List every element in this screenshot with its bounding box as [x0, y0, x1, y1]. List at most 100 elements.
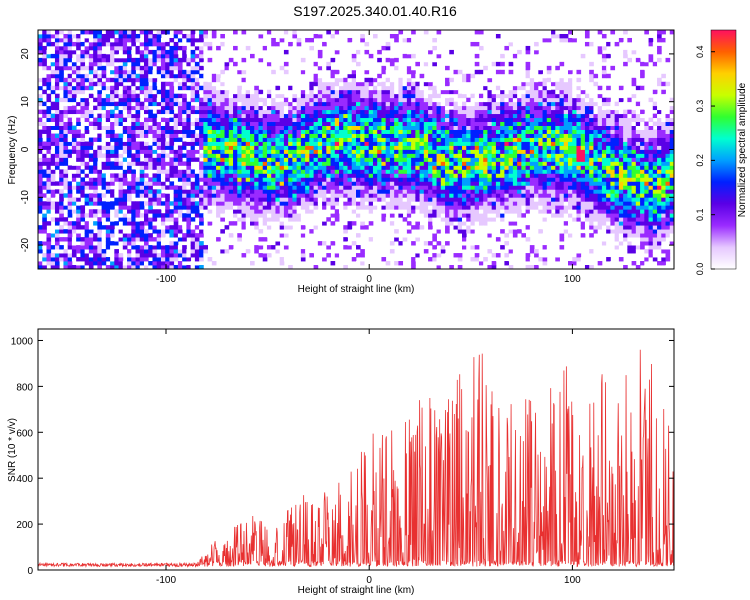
heatmap-cell: [144, 73, 149, 79]
heatmap-cell: [144, 241, 149, 246]
heatmap-cell: [101, 257, 107, 262]
heatmap-cell: [279, 209, 285, 214]
heatmap-cell: [63, 57, 69, 63]
heatmap-cell: [131, 37, 136, 43]
heatmap-cell: [254, 133, 259, 138]
heatmap-cell: [377, 177, 382, 182]
heatmap-cell: [419, 97, 425, 103]
heatmap-cell: [76, 117, 81, 123]
heatmap-cell: [462, 245, 467, 250]
heatmap-cell: [309, 85, 314, 91]
heatmap-cell: [110, 121, 115, 126]
heatmap-cell: [453, 101, 459, 107]
heatmap-cell: [228, 77, 234, 83]
heatmap-cell: [114, 93, 119, 99]
heatmap-cell: [131, 81, 136, 87]
heatmap-cell: [478, 81, 484, 87]
heatmap-cell: [228, 165, 234, 170]
heatmap-cell: [377, 117, 382, 123]
heatmap-cell: [283, 89, 289, 95]
heatmap-cell: [165, 97, 170, 103]
heatmap-cell: [80, 189, 86, 194]
heatmap-cell: [462, 213, 467, 218]
heatmap-cell: [364, 181, 370, 186]
heatmap-cell: [300, 125, 306, 130]
heatmap-cell: [275, 65, 281, 71]
heatmap-cell: [305, 145, 310, 150]
heatmap-cell: [266, 61, 272, 67]
heatmap-cell: [88, 45, 94, 51]
heatmap-cell: [110, 33, 115, 39]
heatmap-cell: [169, 185, 175, 190]
heatmap-cell: [258, 181, 264, 186]
heatmap-cell: [105, 237, 111, 242]
heatmap-cell: [169, 209, 175, 214]
heatmap-cell: [279, 233, 285, 238]
heatmap-cell: [423, 221, 429, 226]
heatmap-cell: [148, 65, 153, 71]
heatmap-cell: [423, 193, 429, 198]
heatmap-cell: [245, 185, 251, 190]
heatmap-cell: [245, 101, 251, 107]
heatmap-cell: [347, 189, 353, 194]
heatmap-cell: [478, 93, 484, 99]
heatmap-cell: [186, 109, 192, 115]
heatmap-cell: [88, 229, 94, 234]
heatmap-cell: [275, 85, 281, 91]
heatmap-cell: [122, 217, 128, 222]
heatmap-cell: [190, 113, 196, 119]
heatmap-cell: [423, 241, 429, 246]
heatmap-cell: [411, 45, 416, 51]
heatmap-cell: [118, 209, 124, 214]
heatmap-cell: [245, 197, 251, 202]
heatmap-cell: [148, 189, 153, 194]
heatmap-cell: [237, 133, 242, 138]
heatmap-cell: [84, 37, 90, 43]
heatmap-cell: [398, 93, 404, 99]
heatmap-cell: [233, 149, 238, 154]
heatmap-cell: [483, 181, 488, 186]
heatmap-cell: [245, 133, 251, 138]
heatmap-cell: [241, 161, 247, 166]
heatmap-cell: [296, 209, 302, 214]
heatmap-cell: [381, 169, 387, 174]
heatmap-cell: [186, 233, 192, 238]
heatmap-cell: [368, 53, 374, 59]
heatmap-cell: [71, 265, 77, 269]
heatmap-cell: [190, 245, 196, 250]
heatmap-cell: [169, 37, 175, 43]
heatmap-cell: [152, 37, 158, 43]
heatmap-cell: [394, 233, 399, 238]
heatmap-cell: [402, 93, 408, 99]
heatmap-cell: [194, 193, 200, 198]
heatmap-cell: [326, 185, 331, 190]
heatmap-cell: [385, 181, 391, 186]
heatmap-cell: [462, 165, 467, 170]
heatmap-cell: [466, 205, 471, 210]
heatmap-cell: [491, 97, 497, 103]
heatmap-cell: [216, 117, 221, 123]
heatmap-cell: [368, 181, 374, 186]
heatmap-cell: [347, 205, 353, 210]
heatmap-cell: [453, 209, 459, 214]
heatmap-cell: [449, 77, 454, 83]
heatmap-cell: [84, 109, 90, 115]
heatmap-cell: [46, 161, 52, 166]
heatmap-cell: [470, 41, 476, 47]
heatmap-cell: [317, 37, 323, 43]
heatmap-cell: [449, 209, 454, 214]
heatmap-cell: [377, 129, 382, 134]
heatmap-cell: [445, 81, 450, 87]
heatmap-cell: [101, 153, 107, 158]
heatmap-cell: [296, 105, 302, 111]
heatmap-cell: [385, 61, 391, 67]
heatmap-cell: [71, 33, 77, 39]
heatmap-cell: [436, 77, 442, 83]
heatmap-cell: [262, 197, 268, 202]
heatmap-cell: [152, 201, 158, 206]
heatmap-cell: [88, 105, 94, 111]
heatmap-cell: [453, 121, 459, 126]
heatmap-cell: [258, 157, 264, 162]
heatmap-cell: [173, 57, 179, 63]
heatmap-cell: [54, 77, 60, 83]
